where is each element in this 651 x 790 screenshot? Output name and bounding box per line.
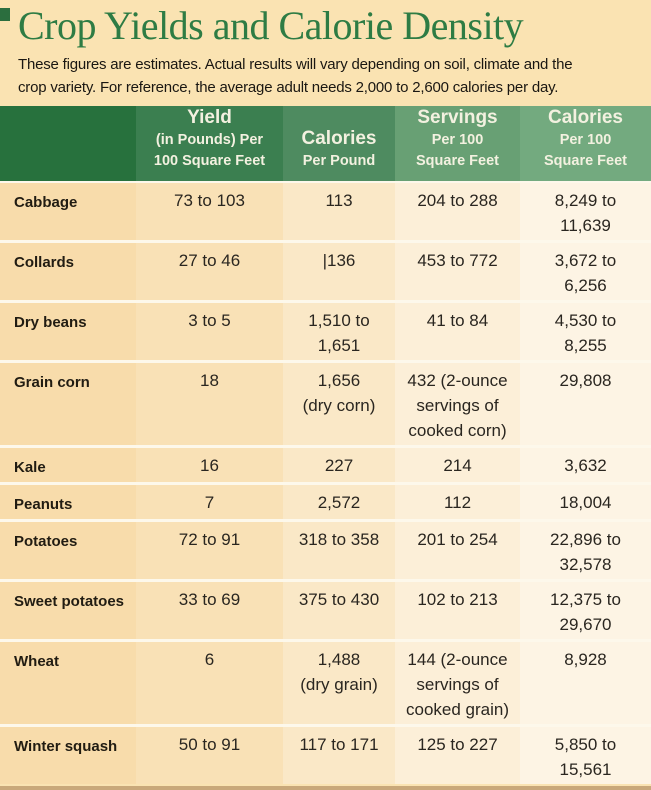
calories-per-100-cell: 4,530 to 8,255 [520,303,651,360]
header-cell-calories-per-pound: Calories Per Pound [283,106,395,181]
crop-name-cell: Kale [0,448,136,482]
crop-name-cell: Dry beans [0,303,136,360]
servings-cell: 214 [395,448,520,482]
scan-edge-artifact [0,8,10,21]
yield-cell: 50 to 91 [136,727,283,784]
calories-per-pound-cell: 2,572 [283,485,395,519]
header-servings-title: Servings [417,107,498,128]
table-row-grain-corn: Grain corn 18 1,656 (dry corn) 432 (2-ou… [0,363,651,445]
calories-per-100-cell: 12,375 to 29,670 [520,582,651,639]
header-calories-per-pound-subtitle: Per Pound [302,153,376,169]
crop-name-cell: Potatoes [0,522,136,579]
calories-per-100-cell: 8,249 to 11,639 [520,183,651,240]
table-row-kale: Kale 16 227 214 3,632 [0,448,651,482]
crop-name-cell: Grain corn [0,363,136,445]
calories-per-pound-cell: 117 to 171 [283,727,395,784]
calories-per-pound-cell: 1,510 to 1,651 [283,303,395,360]
yield-cell: 3 to 5 [136,303,283,360]
header-calories-per-100-title: Calories [548,107,623,128]
page-subtitle: These figures are estimates. Actual resu… [18,53,635,99]
header-cell-servings: Servings Per 100 Square Feet [395,106,520,181]
yield-cell: 7 [136,485,283,519]
crop-name-cell: Peanuts [0,485,136,519]
servings-cell: 102 to 213 [395,582,520,639]
crop-name-cell: Collards [0,243,136,300]
servings-cell: 112 [395,485,520,519]
yield-cell: 18 [136,363,283,445]
yield-cell: 6 [136,642,283,724]
calories-per-pound-cell: 318 to 358 [283,522,395,579]
servings-cell: 125 to 227 [395,727,520,784]
header-calories-per-100-subtitle: Per 100 Square Feet [544,132,627,169]
calories-per-pound-cell: 227 [283,448,395,482]
calories-per-pound-cell: 375 to 430 [283,582,395,639]
table-row-cabbage: Cabbage 73 to 103 113 204 to 288 8,249 t… [0,183,651,240]
yield-cell: 73 to 103 [136,183,283,240]
header-yield-title: Yield [187,107,232,128]
table-row-collards: Collards 27 to 46 |136 453 to 772 3,672 … [0,243,651,300]
header-cell-crop [0,106,136,181]
header-cell-yield: Yield (in Pounds) Per 100 Square Feet [136,106,283,181]
yield-cell: 27 to 46 [136,243,283,300]
servings-cell: 144 (2-ounce servings of cooked grain) [395,642,520,724]
table-header-row: Yield (in Pounds) Per 100 Square Feet Ca… [0,106,651,181]
table-row-sweet-potatoes: Sweet potatoes 33 to 69 375 to 430 102 t… [0,582,651,639]
crop-name-cell: Winter squash [0,727,136,784]
servings-cell: 204 to 288 [395,183,520,240]
calories-per-100-cell: 5,850 to 15,561 [520,727,651,784]
calories-per-100-cell: 3,672 to 6,256 [520,243,651,300]
page-bottom-edge [0,786,651,790]
crop-name-cell: Sweet potatoes [0,582,136,639]
page-title: Crop Yields and Calorie Density [18,3,524,48]
calories-per-100-cell: 3,632 [520,448,651,482]
servings-cell: 201 to 254 [395,522,520,579]
table-row-dry-beans: Dry beans 3 to 5 1,510 to 1,651 41 to 84… [0,303,651,360]
header-cell-calories-per-100: Calories Per 100 Square Feet [520,106,651,181]
yield-cell: 72 to 91 [136,522,283,579]
header-servings-subtitle: Per 100 Square Feet [416,132,499,169]
masthead: Crop Yields and Calorie Density These fi… [0,0,651,106]
crop-table: Yield (in Pounds) Per 100 Square Feet Ca… [0,106,651,784]
calories-per-pound-cell: |136 [283,243,395,300]
calories-per-100-cell: 18,004 [520,485,651,519]
table-row-peanuts: Peanuts 7 2,572 112 18,004 [0,485,651,519]
calories-per-pound-cell: 113 [283,183,395,240]
table-row-winter-squash: Winter squash 50 to 91 117 to 171 125 to… [0,727,651,784]
crop-name-cell: Cabbage [0,183,136,240]
servings-cell: 432 (2-ounce servings of cooked corn) [395,363,520,445]
page-subtitle-line-2: crop variety. For reference, the average… [18,79,559,96]
servings-cell: 453 to 772 [395,243,520,300]
yield-cell: 16 [136,448,283,482]
calories-per-100-cell: 22,896 to 32,578 [520,522,651,579]
calories-per-pound-cell: 1,488 (dry grain) [283,642,395,724]
yield-cell: 33 to 69 [136,582,283,639]
crop-name-cell: Wheat [0,642,136,724]
calories-per-pound-cell: 1,656 (dry corn) [283,363,395,445]
calories-per-100-cell: 29,808 [520,363,651,445]
calories-per-100-cell: 8,928 [520,642,651,724]
header-yield-subtitle: (in Pounds) Per 100 Square Feet [153,132,266,169]
table-row-wheat: Wheat 6 1,488 (dry grain) 144 (2-ounce s… [0,642,651,724]
table-row-potatoes: Potatoes 72 to 91 318 to 358 201 to 254 … [0,522,651,579]
servings-cell: 41 to 84 [395,303,520,360]
header-calories-per-pound-title: Calories [301,128,377,149]
page-subtitle-line-1: These figures are estimates. Actual resu… [18,56,573,73]
